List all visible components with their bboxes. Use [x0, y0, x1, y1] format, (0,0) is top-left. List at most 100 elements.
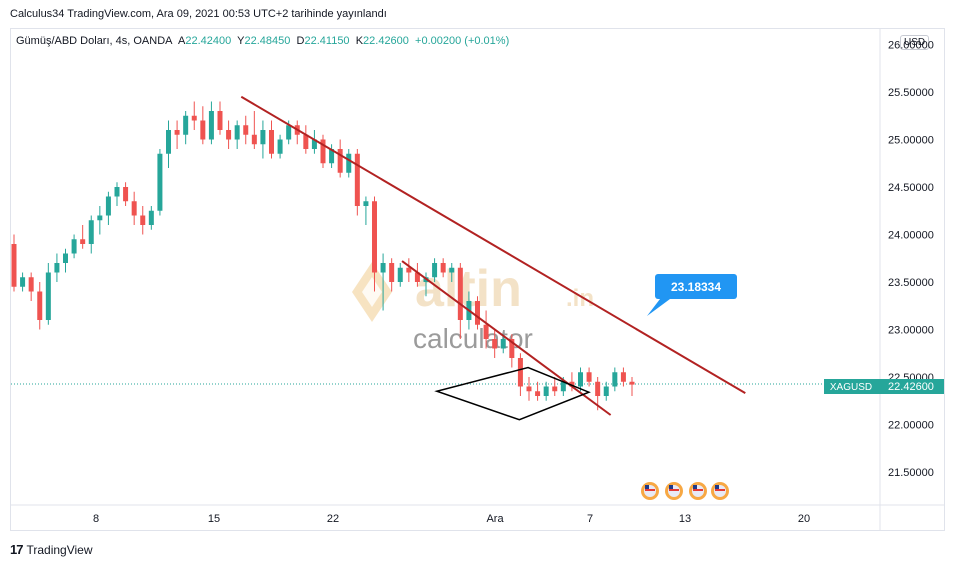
- economic-events[interactable]: [641, 482, 729, 500]
- candle: [440, 258, 446, 278]
- candle: [131, 191, 137, 225]
- x-tick-label: 7: [587, 513, 593, 525]
- candle: [320, 134, 326, 168]
- candle: [457, 263, 463, 339]
- high-label: Y: [237, 35, 245, 47]
- candle: [552, 377, 558, 396]
- candle: [543, 381, 549, 401]
- chart-frame[interactable]: [10, 28, 945, 531]
- diamond-pattern: [434, 366, 591, 421]
- candle: [234, 120, 240, 149]
- candle: [148, 206, 154, 230]
- watermark: altin .in calculator: [352, 260, 594, 354]
- y-axis: 21.5000022.0000022.5000023.0000023.50000…: [879, 29, 934, 531]
- low-label: D: [296, 35, 305, 47]
- price-tag-value-box: [878, 379, 944, 394]
- open-value: 22.42400: [185, 35, 232, 47]
- candle: [97, 206, 103, 235]
- candle: [63, 248, 68, 273]
- symbol-title: Gümüş/ABD Doları, 4s, OANDA: [16, 35, 173, 47]
- candle: [449, 263, 455, 282]
- candle: [526, 377, 532, 401]
- footer: 17 TradingView: [10, 542, 93, 557]
- close-value: 22.42600: [363, 35, 409, 47]
- trendlines: [240, 95, 746, 416]
- us-flag-icon: [641, 482, 659, 500]
- footer-brand[interactable]: TradingView: [26, 542, 93, 557]
- candle: [294, 120, 300, 145]
- candle: [243, 115, 249, 145]
- candle: [475, 296, 480, 330]
- open-label: A: [178, 35, 186, 47]
- candle: [354, 149, 360, 216]
- candle: [363, 196, 369, 225]
- watermark-sub: calculator: [413, 323, 533, 354]
- candle: [217, 101, 223, 135]
- callout-value: 23.18334: [671, 280, 721, 294]
- y-tick-label: 22.00000: [888, 420, 934, 432]
- currency-button[interactable]: USD: [900, 35, 930, 50]
- us-flag-icon: [689, 482, 707, 500]
- candle: [140, 206, 146, 235]
- x-tick-label: 22: [327, 513, 339, 525]
- candle: [311, 130, 317, 154]
- candle: [346, 149, 352, 178]
- candle: [183, 111, 189, 145]
- candle: [329, 144, 335, 168]
- candle: [71, 234, 77, 259]
- callout-box: [655, 274, 737, 299]
- candle: [277, 134, 283, 159]
- x-tick-label: Ara: [486, 513, 504, 525]
- candle: [397, 263, 403, 287]
- y-tick-label: 21.50000: [888, 467, 934, 479]
- publish-caption: Calculus34 TradingView.com, Ara 09, 2021…: [10, 8, 387, 20]
- price-tag-symbol: XAGUSD: [830, 382, 872, 393]
- candle: [174, 120, 180, 149]
- candle: [492, 329, 498, 358]
- candle: [80, 225, 86, 249]
- candle: [114, 182, 120, 206]
- us-flag-icon: [711, 482, 729, 500]
- candle: [389, 258, 395, 292]
- candle: [208, 101, 214, 145]
- candle: [603, 381, 609, 401]
- tradingview-logo-icon[interactable]: 17: [10, 542, 24, 557]
- candle: [586, 367, 592, 387]
- candle: [372, 196, 377, 292]
- y-tick-label: 24.00000: [888, 230, 934, 242]
- y-tick-label: 25.50000: [888, 87, 934, 99]
- candle: [226, 120, 232, 149]
- us-flag-icon: [665, 482, 683, 500]
- candle: [123, 182, 129, 206]
- x-tick-label: 8: [93, 513, 99, 525]
- x-tick-label: 15: [208, 513, 220, 525]
- candle: [200, 106, 206, 145]
- x-axis: 8 15 22 Ara 7 13 20: [11, 504, 944, 525]
- candles: [11, 101, 635, 411]
- y-tick-label: 24.50000: [888, 182, 934, 194]
- candle: [500, 334, 506, 354]
- callout-pointer: [647, 299, 670, 316]
- candle: [45, 263, 51, 325]
- candle: [432, 258, 438, 282]
- candle: [380, 253, 386, 311]
- candle: [414, 263, 420, 287]
- y-tick-label: 25.00000: [888, 135, 934, 147]
- low-value: 22.41150: [304, 35, 350, 47]
- candle: [37, 282, 43, 330]
- candle: [337, 139, 343, 178]
- candle: [166, 120, 171, 168]
- candle: [260, 120, 266, 159]
- candle: [11, 234, 17, 292]
- price-tag-symbol-box: [824, 379, 878, 394]
- price-callout[interactable]: 23.18334: [647, 274, 737, 316]
- y-tick-label: 26.00000: [888, 40, 934, 52]
- candle: [28, 272, 34, 301]
- candle: [535, 381, 541, 401]
- candle: [629, 377, 635, 396]
- x-tick-label: 13: [679, 513, 691, 525]
- close-label: K: [355, 35, 364, 47]
- candle: [517, 353, 523, 396]
- candle: [406, 258, 412, 282]
